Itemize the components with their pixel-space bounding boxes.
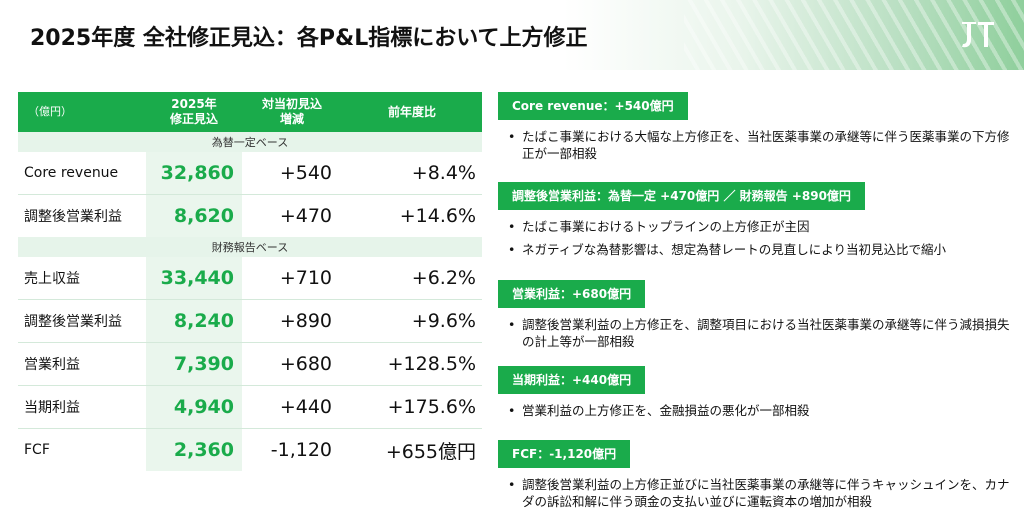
row-value: 2,360	[146, 429, 242, 471]
bullet-dot-icon: •	[508, 219, 516, 234]
row-label: 営業利益	[24, 357, 80, 373]
note-bullet: • たばこ事業における大幅な上方修正を、当社医薬事業の承継等に伴う医薬事業の下方修…	[508, 129, 1010, 161]
row-change: -1,120	[270, 439, 332, 461]
row-change: +540	[279, 162, 332, 184]
table-row: 当期利益 4,940 +440 +175.6%	[18, 386, 482, 428]
row-yoy: +8.4%	[411, 162, 476, 184]
row-label: 調整後営業利益	[24, 314, 122, 330]
header-band: 2025年度 全社修正見込：各P&L指標において上方修正 JT	[0, 0, 1024, 70]
header-forecast: 2025年 修正見込	[169, 97, 218, 126]
note-bullet: • 営業利益の上方修正を、金融損益の悪化が一部相殺	[508, 403, 810, 418]
row-value: 8,240	[146, 300, 242, 342]
header-change: 対当初見込 増減	[261, 97, 322, 126]
bullet-dot-icon: •	[508, 129, 516, 144]
row-label: Core revenue	[24, 165, 119, 181]
row-value: 33,440	[146, 257, 242, 299]
note-badge: 調整後営業利益：為替一定 +470億円 ／ 財務報告 +890億円	[498, 182, 865, 210]
row-change: +470	[279, 205, 332, 227]
row-yoy: +6.2%	[411, 267, 476, 289]
row-divider	[18, 385, 482, 386]
row-value: 7,390	[146, 343, 242, 385]
note-badge: 営業利益：+680億円	[498, 280, 646, 308]
row-divider	[18, 194, 482, 195]
row-yoy: +9.6%	[411, 310, 476, 332]
table-row: 売上収益 33,440 +710 +6.2%	[18, 257, 482, 299]
table-row: 営業利益 7,390 +680 +128.5%	[18, 343, 482, 385]
row-divider	[18, 299, 482, 300]
row-change: +680	[279, 353, 332, 375]
row-yoy: +14.6%	[399, 205, 476, 227]
note-bullet: • 調整後営業利益の上方修正を、調整項目における当社医薬事業の承継等に伴う減損損失…	[508, 317, 1010, 349]
row-divider	[18, 342, 482, 343]
row-value: 32,860	[146, 152, 242, 194]
row-change: +710	[279, 267, 332, 289]
table-header: （億円） 2025年 修正見込 対当初見込 増減 前年度比	[18, 92, 482, 132]
row-change: +890	[279, 310, 332, 332]
bullet-dot-icon: •	[508, 242, 516, 257]
jt-logo-icon: JT	[962, 22, 994, 48]
row-label: 当期利益	[24, 400, 80, 416]
note-bullet: • たばこ事業におけるトップラインの上方修正が主因	[508, 219, 810, 234]
section-reported: 財務報告ベース	[18, 237, 482, 257]
note-core-revenue: Core revenue：+540億円 • たばこ事業における大幅な上方修正を、当…	[498, 92, 1018, 162]
row-label: 売上収益	[24, 271, 80, 287]
page-title: 2025年度 全社修正見込：各P&L指標において上方修正	[30, 26, 588, 51]
note-adjusted-op: 調整後営業利益：為替一定 +470億円 ／ 財務報告 +890億円 • たばこ事業…	[498, 182, 1018, 258]
row-label: 調整後営業利益	[24, 209, 122, 225]
note-net-profit: 当期利益：+440億円 • 営業利益の上方修正を、金融損益の悪化が一部相殺	[498, 366, 1018, 419]
bullet-dot-icon: •	[508, 317, 516, 332]
row-change: +440	[279, 396, 332, 418]
row-divider	[18, 428, 482, 429]
row-value: 4,940	[146, 386, 242, 428]
row-yoy: +655億円	[385, 440, 476, 463]
header-unit: （億円）	[28, 105, 72, 119]
row-yoy: +128.5%	[387, 353, 476, 375]
header-yoy: 前年度比	[387, 104, 436, 119]
table-row: Core revenue 32,860 +540 +8.4%	[18, 152, 482, 194]
table-row: FCF 2,360 -1,120 +655億円	[18, 429, 482, 471]
bullet-dot-icon: •	[508, 403, 516, 418]
forecast-table: （億円） 2025年 修正見込 対当初見込 増減 前年度比 為替一定ベース Co…	[18, 92, 482, 471]
bullet-dot-icon: •	[508, 477, 516, 492]
row-yoy: +175.6%	[387, 396, 476, 418]
table-row: 調整後営業利益 8,240 +890 +9.6%	[18, 300, 482, 342]
note-badge: 当期利益：+440億円	[498, 366, 646, 394]
section-constant-fx: 為替一定ベース	[18, 132, 482, 152]
note-fcf: FCF：-1,120億円 • 調整後営業利益の上方修正並びに当社医薬事業の承継等に…	[498, 440, 1018, 510]
row-label: FCF	[24, 442, 50, 458]
note-operating-profit: 営業利益：+680億円 • 調整後営業利益の上方修正を、調整項目における当社医薬事…	[498, 280, 1018, 350]
note-badge: FCF：-1,120億円	[498, 440, 631, 468]
table-row: 調整後営業利益 8,620 +470 +14.6%	[18, 195, 482, 237]
row-value: 8,620	[146, 195, 242, 237]
note-badge: Core revenue：+540億円	[498, 92, 688, 120]
note-bullet: • ネガティブな為替影響は、想定為替レートの見直しにより当初見込比で縮小	[508, 242, 947, 257]
note-bullet: • 調整後営業利益の上方修正並びに当社医薬事業の承継等に伴うキャッシュインを、カナ…	[508, 477, 1010, 509]
